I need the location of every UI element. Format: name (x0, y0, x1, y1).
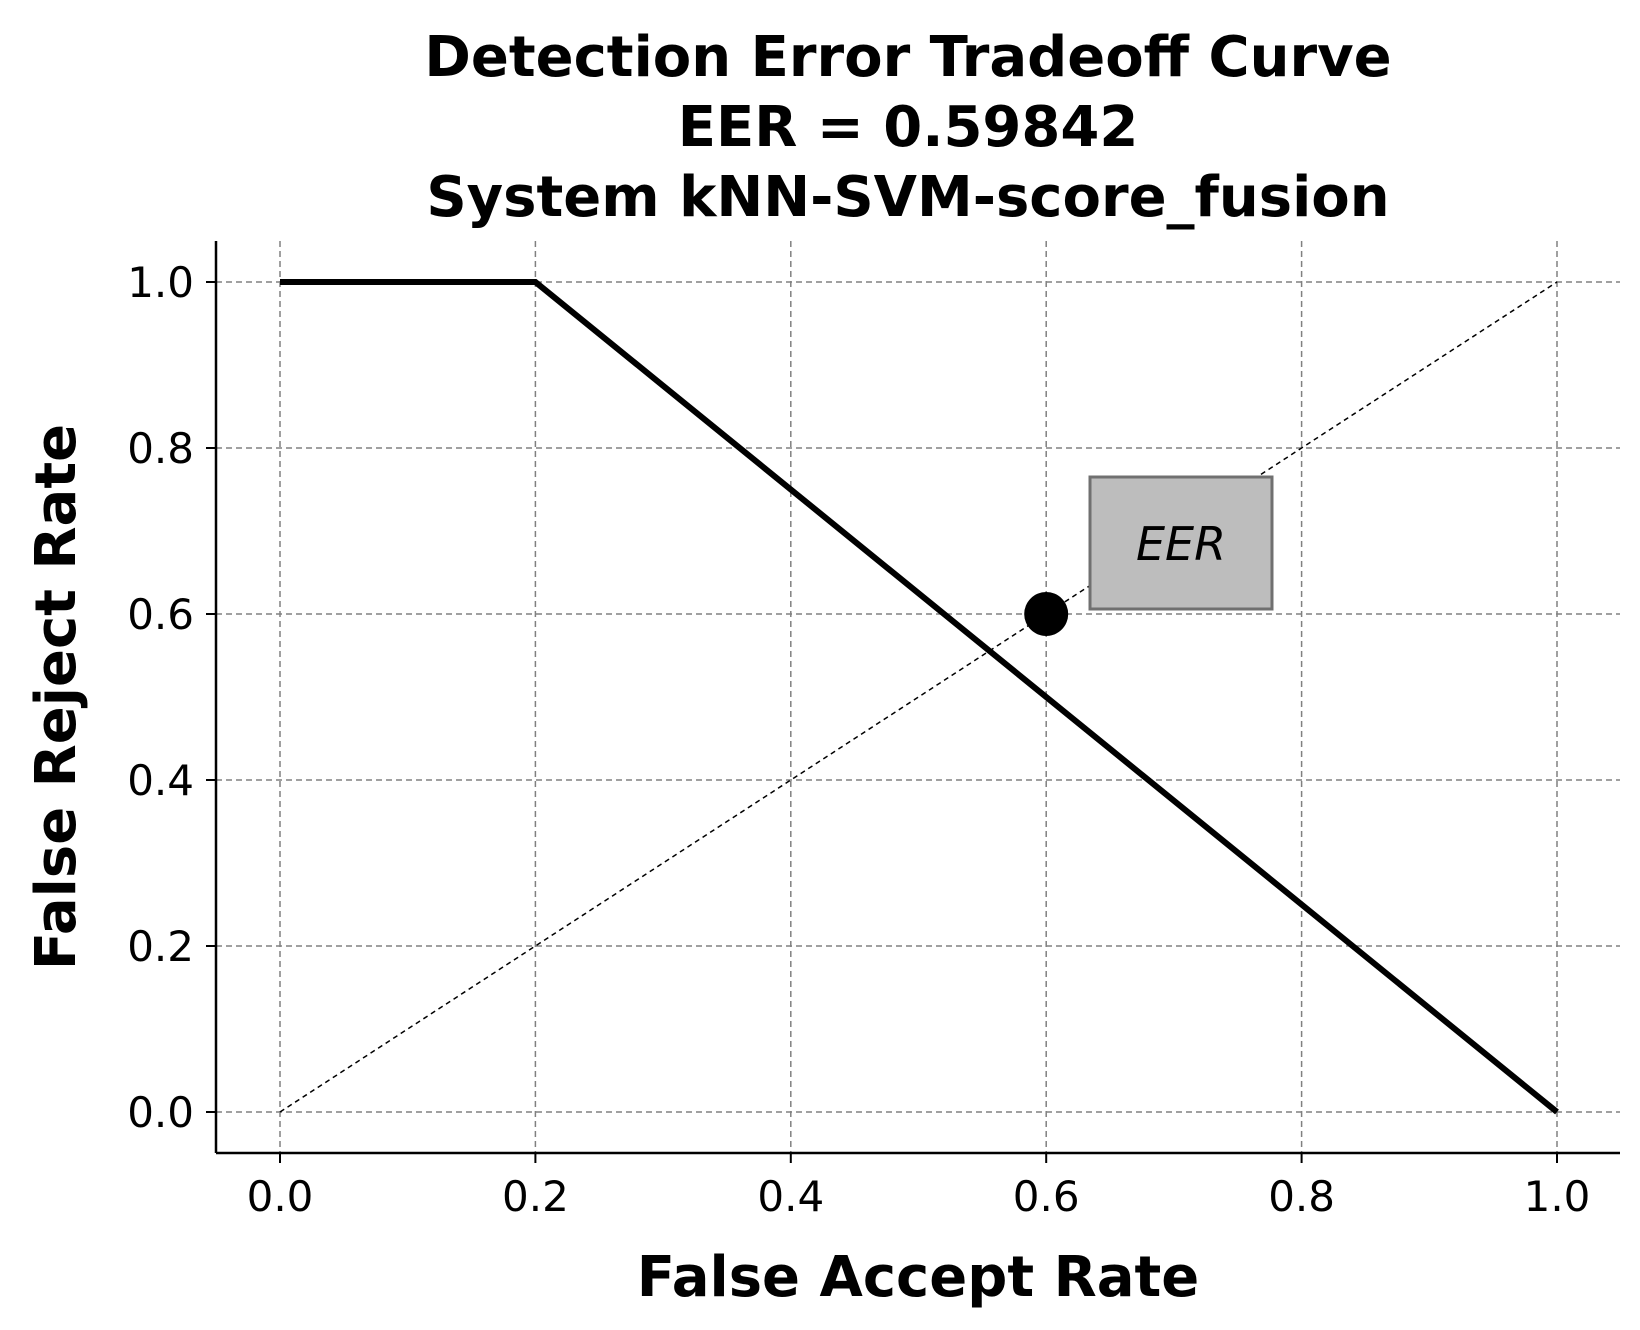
y-tick-label: 0.0 (127, 1088, 194, 1137)
x-tick-label: 0.8 (1268, 1172, 1335, 1221)
chart-title-line-1: Detection Error Tradeoff Curve (424, 25, 1391, 90)
x-axis-label: False Accept Rate (637, 1245, 1200, 1310)
x-tick-label: 0.4 (757, 1172, 824, 1221)
x-ticks: 0.0 0.2 0.4 0.6 0.8 1.0 (247, 1153, 1591, 1221)
reference-diagonal-line (279, 281, 1558, 1113)
eer-marker-group (1024, 592, 1069, 636)
y-axis-label: False Reject Rate (24, 424, 89, 970)
y-tick-label: 0.4 (127, 756, 194, 805)
x-tick-label: 1.0 (1524, 1172, 1591, 1221)
x-tick-label: 0.6 (1013, 1172, 1080, 1221)
x-tick-label: 0.2 (502, 1172, 569, 1221)
eer-annotation-box (1088, 475, 1274, 611)
y-ticks: 0.0 0.2 0.4 0.6 0.8 1.0 (127, 258, 216, 1137)
eer-point-marker (1024, 592, 1069, 636)
x-tick-label: 0.0 (247, 1172, 314, 1221)
det-curve-group (280, 279, 1559, 1115)
eer-annotation-text: EER (1136, 517, 1226, 571)
chart-title-line-3: System kNN-SVM-score_fusion (426, 165, 1389, 230)
y-tick-label: 0.6 (127, 590, 194, 639)
eer-annotation: EER (1088, 475, 1274, 611)
det-curve-line (280, 279, 1559, 1115)
y-tick-label: 0.8 (127, 424, 194, 473)
reference-diagonal (279, 281, 1558, 1113)
y-tick-label: 0.2 (127, 922, 194, 971)
axes (214, 241, 1620, 1155)
chart-title-line-2: EER = 0.59842 (678, 95, 1139, 160)
y-tick-label: 1.0 (127, 258, 194, 307)
